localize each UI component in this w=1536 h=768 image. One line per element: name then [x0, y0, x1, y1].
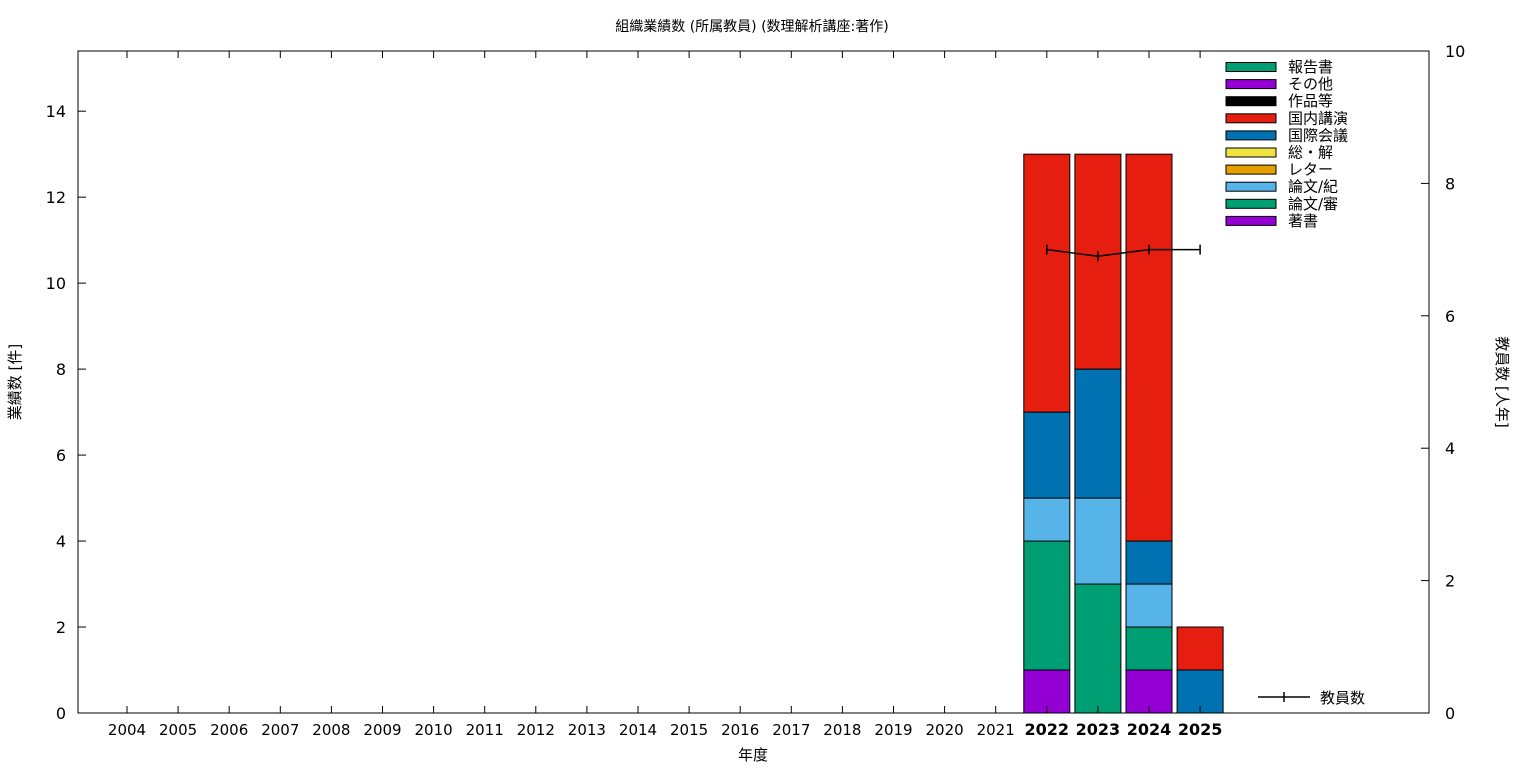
legend-swatch — [1225, 215, 1277, 226]
x-tick-label: 2013 — [568, 721, 606, 739]
y-axis-left: 0 2 4 6 8 10 12 14 — [46, 102, 86, 723]
legend-swatch — [1225, 181, 1277, 192]
legend-swatch — [1225, 96, 1277, 107]
y-tick-label: 6 — [56, 446, 66, 465]
legend-label: 国内講演 — [1288, 109, 1348, 127]
faculty-count-polyline — [1046, 248, 1201, 257]
bar-segment — [1125, 669, 1173, 714]
x-tick-label: 2014 — [619, 721, 657, 739]
y-axis-right: 0 2 4 6 8 10 — [1421, 42, 1465, 723]
legend-label: 報告書 — [1288, 58, 1333, 76]
plot-frame — [77, 50, 1430, 714]
legend-swatch — [1225, 79, 1277, 90]
legend-swatch — [1225, 147, 1277, 158]
x-tick-label: 2007 — [261, 721, 299, 739]
x-tick-label: 2006 — [210, 721, 248, 739]
bar-segment — [1176, 626, 1224, 671]
bar-segment — [1023, 411, 1071, 499]
y2-axis-label: 教員数 [人年] — [1493, 336, 1511, 427]
x-axis-label: 年度 — [738, 746, 768, 764]
legend-label: その他 — [1288, 75, 1333, 93]
legend-swatch — [1225, 113, 1277, 124]
x-tick-label: 2017 — [772, 721, 810, 739]
bar-segment — [1023, 497, 1071, 542]
bar-segment — [1074, 583, 1122, 714]
legend-swatch — [1225, 62, 1277, 72]
y-tick-label: 2 — [56, 618, 66, 637]
bar-segment — [1125, 540, 1173, 585]
y-tick-label: 8 — [56, 360, 66, 379]
legend-label: 作品等 — [1288, 92, 1333, 110]
x-tick-label: 2020 — [926, 721, 964, 739]
x-tick-label: 2004 — [108, 721, 146, 739]
bar-segment — [1125, 583, 1173, 628]
bar-segment — [1023, 153, 1071, 413]
y-tick-label: 14 — [46, 102, 66, 121]
x-tick-label: 2008 — [312, 721, 350, 739]
legend-label: レター — [1288, 161, 1333, 179]
y-axis-label: 業績数 [件] — [6, 344, 24, 420]
y-tick-label: 4 — [56, 532, 66, 551]
x-tick-label: 2018 — [823, 721, 861, 739]
y2-tick-label: 0 — [1445, 704, 1455, 723]
chart-title: 組織業績数 (所属教員) (数理解析講座:著作) — [615, 19, 888, 35]
legend-swatch — [1225, 198, 1277, 209]
bar-segment — [1125, 626, 1173, 671]
y2-tick-label: 2 — [1445, 572, 1455, 591]
x-tick-label: 2021 — [977, 721, 1015, 739]
y-tick-label: 0 — [56, 704, 66, 723]
bars — [1023, 153, 1224, 714]
x-axis: 2004 2005 2006 2007 2008 2009 2010 2011 2012 2013… — [108, 51, 1222, 739]
x-tick-label: 2009 — [363, 721, 401, 739]
x-tick-label: 2025 — [1178, 720, 1223, 739]
x-tick-label: 2011 — [466, 721, 504, 739]
x-tick-label: 2022 — [1025, 720, 1070, 739]
bar-segment — [1125, 153, 1173, 542]
x-tick-label: 2005 — [159, 721, 197, 739]
bar-segment — [1074, 153, 1122, 370]
x-tick-label: 2016 — [721, 721, 759, 739]
legend-label: 論文/審 — [1288, 195, 1338, 213]
y-tick-label: 10 — [46, 274, 66, 293]
x-tick-label: 2019 — [874, 721, 912, 739]
legend-label: 論文/紀 — [1288, 178, 1338, 196]
legend-swatch — [1225, 164, 1277, 175]
y2-tick-label: 6 — [1445, 307, 1455, 326]
legend-label: 国際会議 — [1288, 126, 1348, 144]
x-tick-label: 2024 — [1127, 720, 1172, 739]
legend-label: 総・解 — [1288, 144, 1333, 162]
plot-border — [77, 50, 1430, 714]
x-tick-label: 2012 — [517, 721, 555, 739]
legend-label: 著書 — [1288, 212, 1318, 230]
x-tick-label: 2010 — [415, 721, 453, 739]
bar-segment — [1074, 368, 1122, 499]
y2-tick-label: 4 — [1445, 439, 1455, 458]
y2-tick-label: 8 — [1445, 174, 1455, 193]
bar-segment — [1023, 540, 1071, 671]
x-tick-label: 2023 — [1076, 720, 1121, 739]
legend-swatch — [1225, 130, 1277, 141]
x-tick-label: 2015 — [670, 721, 708, 739]
y2-tick-label: 10 — [1445, 42, 1465, 61]
legend-line-label: 教員数 — [1320, 689, 1365, 707]
faculty-count-line — [1046, 244, 1201, 262]
y-tick-label: 12 — [46, 188, 66, 207]
bar-segment — [1074, 497, 1122, 585]
